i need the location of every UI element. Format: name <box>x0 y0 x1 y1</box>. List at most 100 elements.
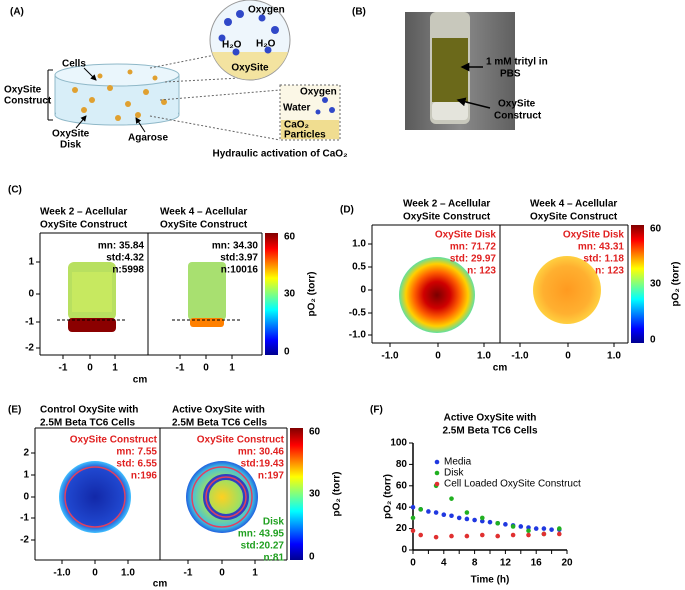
stat-heading: OxySite Disk <box>435 230 497 241</box>
y-tick-label: 0 <box>401 545 407 556</box>
stat: mn: 43.95 <box>238 529 285 540</box>
panel-b-photo <box>405 12 515 130</box>
label: Construct <box>4 96 52 107</box>
label: 1 mM trityl in <box>486 57 548 68</box>
map-title: OxySite Construct <box>160 220 248 231</box>
x-tick-label: 1 <box>112 363 118 374</box>
x-tick-label: 1 <box>229 363 235 374</box>
axis-label: cm <box>153 579 168 590</box>
point <box>510 532 516 538</box>
label: Oxygen <box>248 5 285 16</box>
map-title: Week 2 – Acellular <box>40 207 127 218</box>
x-tick-label: 0 <box>565 351 571 362</box>
stat: n:196 <box>131 471 158 482</box>
y-tick-label: 2 <box>23 448 29 459</box>
y-tick-label: 100 <box>390 438 407 449</box>
point <box>487 519 493 525</box>
point <box>433 510 439 515</box>
chart-title: Active OxySite with <box>444 413 537 424</box>
map-title: Week 4 – Acellular <box>530 199 617 210</box>
y-tick-label: 1 <box>28 257 34 268</box>
point <box>557 526 562 531</box>
legend-marker <box>434 481 440 487</box>
map-title: OxySite Construct <box>530 212 618 223</box>
panel-label: (C) <box>8 185 22 196</box>
colorbar-label: pO₂ (torr) <box>332 472 343 517</box>
point <box>464 510 470 515</box>
x-axis-label: Time (h) <box>471 575 510 586</box>
label: Agarose <box>128 133 168 144</box>
y-tick-label: -2 <box>25 343 34 354</box>
colorbar-tick-label: 60 <box>650 224 662 235</box>
point <box>472 517 477 523</box>
point <box>441 512 447 517</box>
point <box>449 496 454 501</box>
label: OxySite <box>498 99 536 110</box>
colorbar-tick-label: 30 <box>309 489 321 500</box>
point <box>557 531 562 537</box>
chart-title: 2.5M Beta TC6 Cells <box>442 426 537 437</box>
y-tick-label: 20 <box>396 523 408 534</box>
stat-heading: OxySite Construct <box>70 435 158 446</box>
stat: std:19.43 <box>241 459 285 470</box>
y-tick-label: -1 <box>25 317 34 328</box>
label: H₂O <box>256 39 276 50</box>
x-tick-label: -1.0 <box>381 351 399 362</box>
label: OxySite <box>231 63 269 74</box>
colorbar-tick-label: 60 <box>284 232 296 243</box>
label: Construct <box>494 111 542 122</box>
point <box>526 528 531 534</box>
x-tick-label: -1 <box>184 568 193 579</box>
map-title: Active OxySite with <box>172 405 265 416</box>
label: Disk <box>60 140 82 151</box>
map-title: Week 2 – Acellular <box>403 199 490 210</box>
stat: n:5998 <box>112 265 144 276</box>
x-tick-label: 8 <box>472 558 478 569</box>
stat: std: 6.55 <box>116 459 157 470</box>
x-tick-label: 20 <box>561 558 573 569</box>
caption: Hydraulic activation of CaO₂ <box>212 149 347 160</box>
stat: mn: 34.30 <box>212 241 259 252</box>
label: OxySite <box>4 85 42 96</box>
y-tick-label: 0.5 <box>352 262 366 273</box>
x-tick-label: -1 <box>59 363 68 374</box>
label: Oxygen <box>300 87 337 98</box>
x-tick-label: 0 <box>435 351 441 362</box>
x-tick-label: -1.0 <box>53 568 71 579</box>
y-tick-label: 1.0 <box>352 239 366 250</box>
x-tick-label: 0 <box>410 558 416 569</box>
label: OxySite <box>52 129 90 140</box>
y-tick-label: 0 <box>28 289 34 300</box>
panel-label: (F) <box>370 405 383 416</box>
point <box>480 532 485 538</box>
legend-label: Media <box>444 457 472 468</box>
point <box>495 533 501 539</box>
label: PBS <box>500 69 521 80</box>
map-title: OxySite Construct <box>40 220 128 231</box>
point <box>541 526 547 531</box>
y-tick-label: -1 <box>20 513 29 524</box>
point <box>526 532 531 538</box>
colorbar-tick-label: 0 <box>309 552 315 563</box>
point <box>480 515 485 521</box>
point <box>480 518 485 524</box>
legend-marker <box>434 459 440 465</box>
stat: n: 123 <box>467 266 496 277</box>
point <box>449 533 454 539</box>
stat: std:3.97 <box>220 253 258 264</box>
colorbar-label: pO₂ (torr) <box>307 272 318 317</box>
y-tick-label: 40 <box>396 502 408 513</box>
x-tick-label: 1.0 <box>607 351 621 362</box>
y-tick-label: 0 <box>360 285 366 296</box>
y-tick-label: -1.0 <box>349 330 367 341</box>
colorbar-label: pO₂ (torr) <box>671 262 682 307</box>
stat: n:197 <box>258 471 285 482</box>
x-tick-label: -1.0 <box>511 351 529 362</box>
colorbar-tick-label: 30 <box>650 279 662 290</box>
stat-heading: OxySite Disk <box>563 230 625 241</box>
point <box>541 531 547 537</box>
stat: n: 123 <box>595 266 624 277</box>
label: CaO₂ <box>284 120 309 131</box>
map-title: OxySite Construct <box>403 212 491 223</box>
x-tick-label: 0 <box>203 363 209 374</box>
